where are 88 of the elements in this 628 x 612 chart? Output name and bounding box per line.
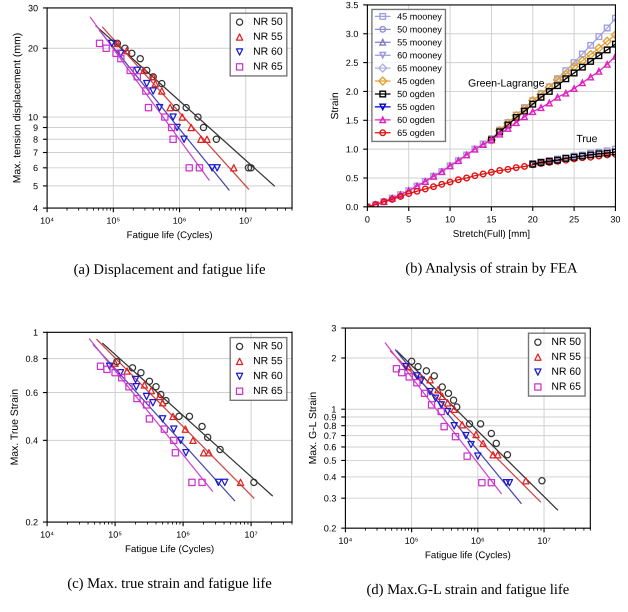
y-tick-label: 0.3 <box>324 495 336 502</box>
y-tick-label: 0.5 <box>324 457 336 464</box>
legend-label: 50 ogden <box>398 90 434 100</box>
y-tick-label: 0.8 <box>324 422 336 430</box>
legend-label: NR 50 <box>552 338 581 346</box>
y-tick-label: 0.4 <box>26 437 38 444</box>
y-tick-label: 3.5 <box>346 2 358 8</box>
x-tick-label: 10⁵ <box>107 217 120 224</box>
x-tick-label: 10 <box>446 216 455 223</box>
y-tick-label: 3 <box>332 325 336 332</box>
x-tick-label: 15 <box>487 216 496 223</box>
y-tick-label: 2.0 <box>346 88 358 95</box>
legend-label: NR 60 <box>552 368 581 375</box>
y-tick-label: 1 <box>332 406 336 412</box>
legend-label: 45 mooney <box>397 13 442 22</box>
y-tick-label: 6 <box>34 164 38 172</box>
legend-label: 65 ogden <box>398 129 434 138</box>
y-tick-label: 0.0 <box>346 204 358 210</box>
legend-label: NR 65 <box>254 62 282 70</box>
text: (a) Displacement and fatigue life <box>74 264 266 278</box>
y-tick-label: 1.0 <box>346 146 358 153</box>
legend-label: NR 60 <box>254 372 282 380</box>
x-tick-label: 10⁴ <box>40 531 54 538</box>
y-axis-title: Max. tension displacement (mm) <box>12 33 22 182</box>
x-axis-title: Fatigue Life (Cycles) <box>126 545 214 554</box>
y-tick-label: 0.8 <box>26 356 38 362</box>
x-axis-title: Stretch(Full) [mm] <box>453 230 530 239</box>
legend-label: 65 mooney <box>398 64 442 74</box>
legend-label: NR 55 <box>254 32 282 40</box>
x-tick-label: 10⁵ <box>108 531 122 538</box>
y-tick-label: 1.5 <box>346 117 358 124</box>
y-tick-label: 20 <box>28 45 38 52</box>
y-tick-label: 9 <box>33 124 38 131</box>
legend-label: NR 65 <box>552 382 581 390</box>
y-tick-label: 0.2 <box>26 519 38 526</box>
y-tick-label: 4 <box>33 205 38 212</box>
x-tick-label: 5 <box>406 216 411 223</box>
y-tick-label: 2.5 <box>346 60 358 66</box>
x-tick-label: 10⁶ <box>472 537 484 544</box>
x-tick-label: 25 <box>570 216 579 223</box>
y-tick-label: 0.9 <box>324 414 336 420</box>
x-tick-label: 10⁴ <box>339 537 352 544</box>
y-axis-title: Max. True Strain <box>10 390 18 465</box>
legend-label: NR 55 <box>254 356 282 364</box>
y-tick-label: 0.2 <box>324 525 336 532</box>
x-tick-label: 30 <box>610 216 620 223</box>
x-tick-label: 10⁴ <box>40 217 54 224</box>
legend-label: 55 ogden <box>398 104 434 112</box>
y-axis-title: Strain <box>330 92 338 120</box>
legend-label: NR 50 <box>254 342 282 350</box>
y-axis-title: Max. G-L Strain <box>308 392 316 464</box>
legend-label: 45 ogden <box>397 78 434 86</box>
x-tick-label: 10⁶ <box>173 217 186 224</box>
x-tick-label: 10⁷ <box>538 537 550 544</box>
y-tick-label: 0.6 <box>324 444 336 450</box>
legend-label: NR 60 <box>254 47 282 55</box>
y-tick-label: 0.6 <box>26 390 38 396</box>
text: (d) Max.G-L strain and fatigue life <box>367 584 569 598</box>
legend-label: NR 65 <box>254 386 282 394</box>
text: (c) Max. true strain and fatigue life <box>68 578 272 592</box>
legend-label: NR 50 <box>254 18 282 25</box>
x-axis-title: Fatigue life (Cycles) <box>426 551 510 560</box>
x-tick-label: 20 <box>528 216 538 223</box>
legend-label: NR 55 <box>552 352 581 360</box>
legend-label: 60 mooney <box>398 52 442 60</box>
y-tick-label: 8 <box>33 136 38 143</box>
annotation: True <box>576 134 597 142</box>
y-tick-label: 0.4 <box>324 474 336 480</box>
x-tick-label: 10⁵ <box>405 537 418 544</box>
y-tick-label: 0.5 <box>346 174 358 182</box>
x-tick-label: 0 <box>365 216 370 223</box>
x-tick-label: 10⁷ <box>240 217 252 224</box>
y-tick-label: 2 <box>332 354 336 362</box>
y-tick-label: 0.7 <box>324 432 336 439</box>
y-tick-label: 1 <box>34 329 38 336</box>
y-tick-label: 3.0 <box>346 30 358 38</box>
x-axis-title: Fatigue life (Cycles) <box>127 231 212 240</box>
text: (b) Analysis of strain by FEA <box>406 262 578 276</box>
x-tick-label: 10⁷ <box>245 531 258 538</box>
legend-label: 50 mooney <box>398 26 442 34</box>
annotation: Green-Lagrange <box>468 79 544 89</box>
y-tick-label: 7 <box>34 150 38 156</box>
y-tick-label: 30 <box>28 4 38 12</box>
y-tick-label: 10 <box>28 114 38 120</box>
x-tick-label: 10⁶ <box>176 531 190 538</box>
y-tick-label: 5 <box>33 182 38 190</box>
legend-label: 60 ogden <box>398 116 434 125</box>
legend-label: 55 mooney <box>398 39 442 48</box>
